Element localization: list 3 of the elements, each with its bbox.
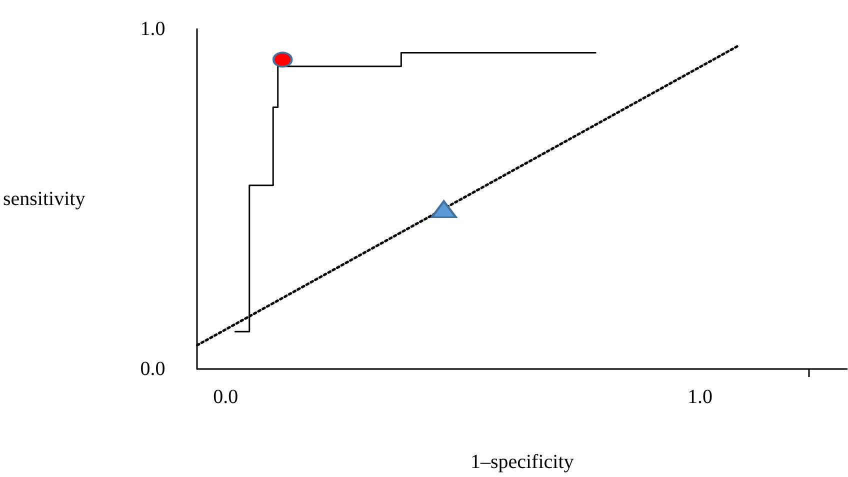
line-series — [234, 52, 596, 332]
y-axis-title: sensitivity — [2, 188, 86, 210]
x-axis-title: 1–specificity — [470, 451, 574, 473]
